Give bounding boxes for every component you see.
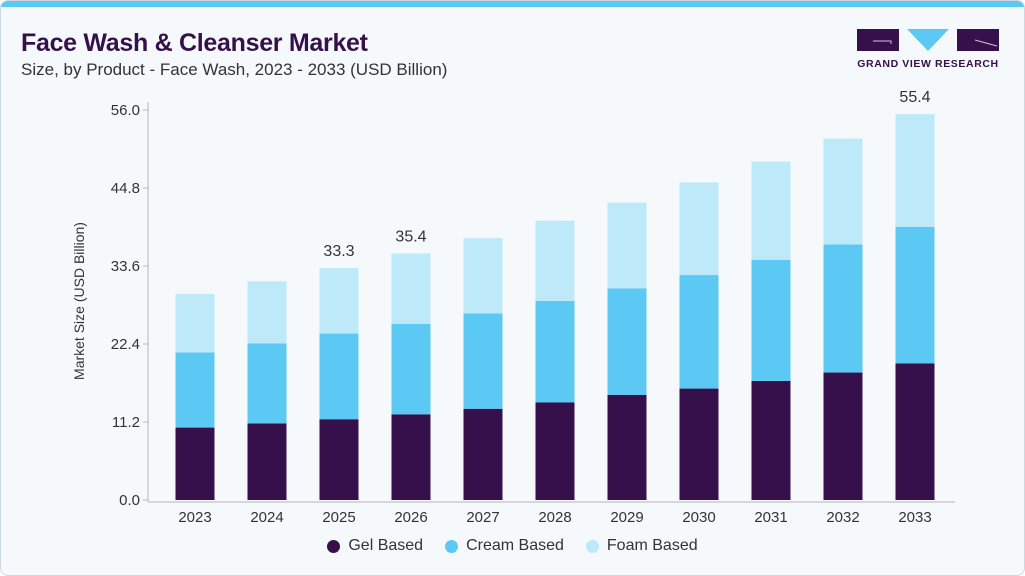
y-tick-label: 0.0: [119, 492, 140, 509]
chart-subtitle: Size, by Product - Face Wash, 2023 - 203…: [21, 60, 448, 79]
bar-segment-foam-based: [535, 220, 575, 301]
legend-label: Gel Based: [348, 537, 424, 554]
bar-segment-gel-based: [751, 380, 791, 500]
grand-view-research-logo: [857, 29, 999, 51]
y-tick-label: 56.0: [111, 102, 140, 119]
x-tick-label: 2030: [682, 509, 715, 526]
bar-segment-foam-based: [175, 293, 215, 353]
bar-segment-cream-based: [895, 227, 935, 364]
x-tick-label: 2033: [898, 509, 931, 526]
bar-segment-cream-based: [319, 333, 359, 420]
y-axis-title: Market Size (USD Billion): [71, 222, 87, 380]
bar-segment-gel-based: [463, 408, 503, 500]
x-tick-label: 2032: [826, 509, 859, 526]
bar-segment-foam-based: [679, 182, 719, 276]
y-tick-label: 44.8: [111, 180, 140, 197]
x-tick-label: 2026: [394, 509, 427, 526]
data-label: 35.4: [395, 228, 426, 245]
bar-segment-gel-based: [607, 394, 647, 500]
bar-segment-gel-based: [247, 423, 287, 500]
bar-segment-gel-based: [895, 363, 935, 500]
x-tick-label: 2031: [754, 509, 787, 526]
x-tick-label: 2027: [466, 509, 499, 526]
y-tick-label: 11.2: [112, 414, 140, 431]
legend-swatch: [445, 539, 459, 553]
legend-label: Foam Based: [606, 537, 698, 554]
bar-segment-gel-based: [535, 402, 575, 500]
y-tick-label: 22.4: [111, 336, 140, 353]
x-tick-label: 2023: [178, 509, 211, 526]
bar-segment-foam-based: [607, 202, 647, 289]
x-tick-label: 2028: [538, 509, 571, 526]
legend: Gel Based Cream Based Foam Based: [0, 537, 1025, 555]
bar-segment-gel-based: [391, 414, 431, 500]
legend-swatch: [585, 539, 599, 553]
bar-segment-cream-based: [535, 300, 575, 403]
data-label: 55.4: [899, 89, 930, 106]
bar-segment-cream-based: [463, 313, 503, 409]
bar-segment-gel-based: [823, 372, 863, 500]
legend-swatch: [327, 539, 341, 553]
legend-label: Cream Based: [466, 537, 564, 554]
bar-segment-foam-based: [751, 161, 791, 260]
bar-segment-cream-based: [175, 352, 215, 428]
x-tick-label: 2029: [610, 509, 643, 526]
bar-segment-cream-based: [823, 244, 863, 373]
bar-segment-gel-based: [175, 427, 215, 500]
bar-segment-foam-based: [319, 268, 359, 334]
bar-segment-cream-based: [391, 323, 431, 415]
bar-segment-cream-based: [607, 288, 647, 395]
y-tick-label: 33.6: [111, 258, 140, 275]
logo-text: GRAND VIEW RESEARCH: [857, 58, 999, 70]
bar-segment-cream-based: [751, 259, 791, 381]
bar-segment-foam-based: [823, 138, 863, 245]
top-accent-bar: [1, 1, 1024, 7]
legend-item: Cream Based: [445, 537, 564, 555]
bar-segment-cream-based: [679, 275, 719, 389]
legend-item: Gel Based: [327, 537, 423, 555]
bar-segment-cream-based: [247, 343, 287, 424]
bar-segment-foam-based: [391, 253, 431, 324]
bar-segment-foam-based: [463, 238, 503, 314]
bar-segment-gel-based: [679, 388, 719, 500]
x-tick-label: 2024: [250, 509, 283, 526]
chart-title: Face Wash & Cleanser Market: [21, 29, 368, 57]
data-label: 33.3: [323, 243, 354, 260]
bar-segment-foam-based: [247, 281, 287, 344]
legend-item: Foam Based: [585, 537, 698, 555]
bar-segment-gel-based: [319, 419, 359, 500]
x-tick-label: 2025: [322, 509, 355, 526]
bar-segment-foam-based: [895, 114, 935, 227]
